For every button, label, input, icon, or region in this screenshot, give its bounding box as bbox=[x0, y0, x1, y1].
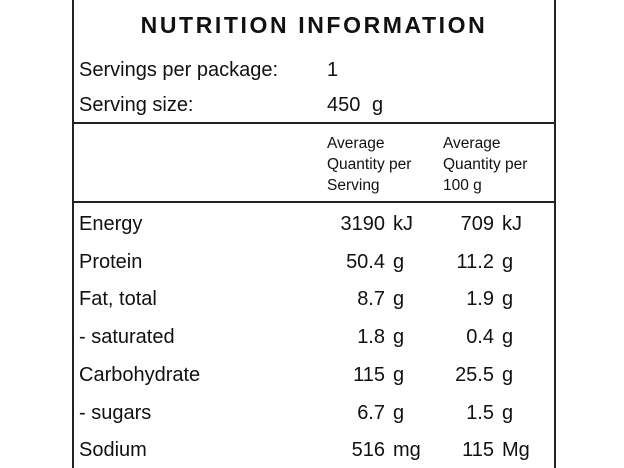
nutrient-label: Protein bbox=[79, 250, 143, 273]
header-line: Average bbox=[327, 135, 385, 152]
per-100g-value: 1.9 bbox=[466, 288, 494, 311]
per-serving-unit: g bbox=[393, 401, 405, 424]
header-line: Average bbox=[443, 135, 501, 152]
header-per-100g: Average Quantity per 100 g bbox=[443, 133, 527, 196]
per-100g-unit: g bbox=[502, 288, 514, 311]
per-100g-unit: g bbox=[502, 363, 514, 386]
nutrient-label: - saturated bbox=[79, 326, 175, 349]
per-serving-unit: g bbox=[393, 363, 405, 386]
per-serving-unit: kJ bbox=[393, 213, 413, 235]
serving-size-value: 450 bbox=[327, 94, 361, 116]
servings-per-package-value: 1 bbox=[327, 59, 339, 81]
nutrient-label: Energy bbox=[79, 213, 143, 235]
panel-title: NUTRITION INFORMATION bbox=[140, 12, 488, 38]
per-100g-value: 115 bbox=[462, 439, 494, 462]
per-serving-value: 516 bbox=[351, 439, 385, 462]
nutrient-label: - sugars bbox=[79, 401, 152, 424]
per-serving-value: 50.4 bbox=[346, 250, 385, 273]
per-100g-unit: kJ bbox=[502, 213, 522, 235]
per-serving-unit: g bbox=[393, 250, 405, 273]
header-line: Quantity per bbox=[327, 156, 412, 173]
per-100g-unit: g bbox=[502, 401, 514, 424]
per-100g-value: 0.4 bbox=[466, 326, 494, 349]
per-serving-unit: g bbox=[393, 326, 405, 349]
per-100g-unit: g bbox=[502, 250, 514, 273]
divider bbox=[72, 122, 556, 124]
per-100g-unit: g bbox=[502, 326, 514, 349]
per-serving-value: 6.7 bbox=[357, 401, 385, 424]
per-serving-unit: g bbox=[393, 288, 405, 311]
per-serving-unit: mg bbox=[393, 439, 421, 462]
serving-size-label: Serving size: bbox=[79, 94, 194, 116]
nutrient-label: Fat, total bbox=[79, 288, 157, 311]
servings-per-package-label: Servings per package: bbox=[79, 59, 279, 81]
per-100g-value: 25.5 bbox=[455, 363, 494, 386]
per-100g-value: 1.5 bbox=[466, 401, 494, 424]
per-100g-value: 11.2 bbox=[456, 250, 494, 273]
divider bbox=[72, 201, 556, 203]
per-serving-value: 8.7 bbox=[357, 288, 385, 311]
header-line: 100 g bbox=[443, 177, 482, 194]
serving-size-unit: g bbox=[372, 94, 384, 116]
nutrient-label: Sodium bbox=[79, 439, 147, 462]
nutrition-panel bbox=[72, 0, 556, 468]
per-serving-value: 3190 bbox=[340, 213, 386, 235]
header-per-serving: Average Quantity per Serving bbox=[327, 133, 411, 196]
per-serving-value: 115 bbox=[353, 363, 385, 386]
header-line: Serving bbox=[327, 177, 380, 194]
header-line: Quantity per bbox=[443, 156, 528, 173]
per-serving-value: 1.8 bbox=[357, 326, 385, 349]
per-100g-unit: Mg bbox=[502, 439, 530, 462]
nutrient-label: Carbohydrate bbox=[79, 363, 201, 386]
per-100g-value: 709 bbox=[460, 213, 494, 235]
